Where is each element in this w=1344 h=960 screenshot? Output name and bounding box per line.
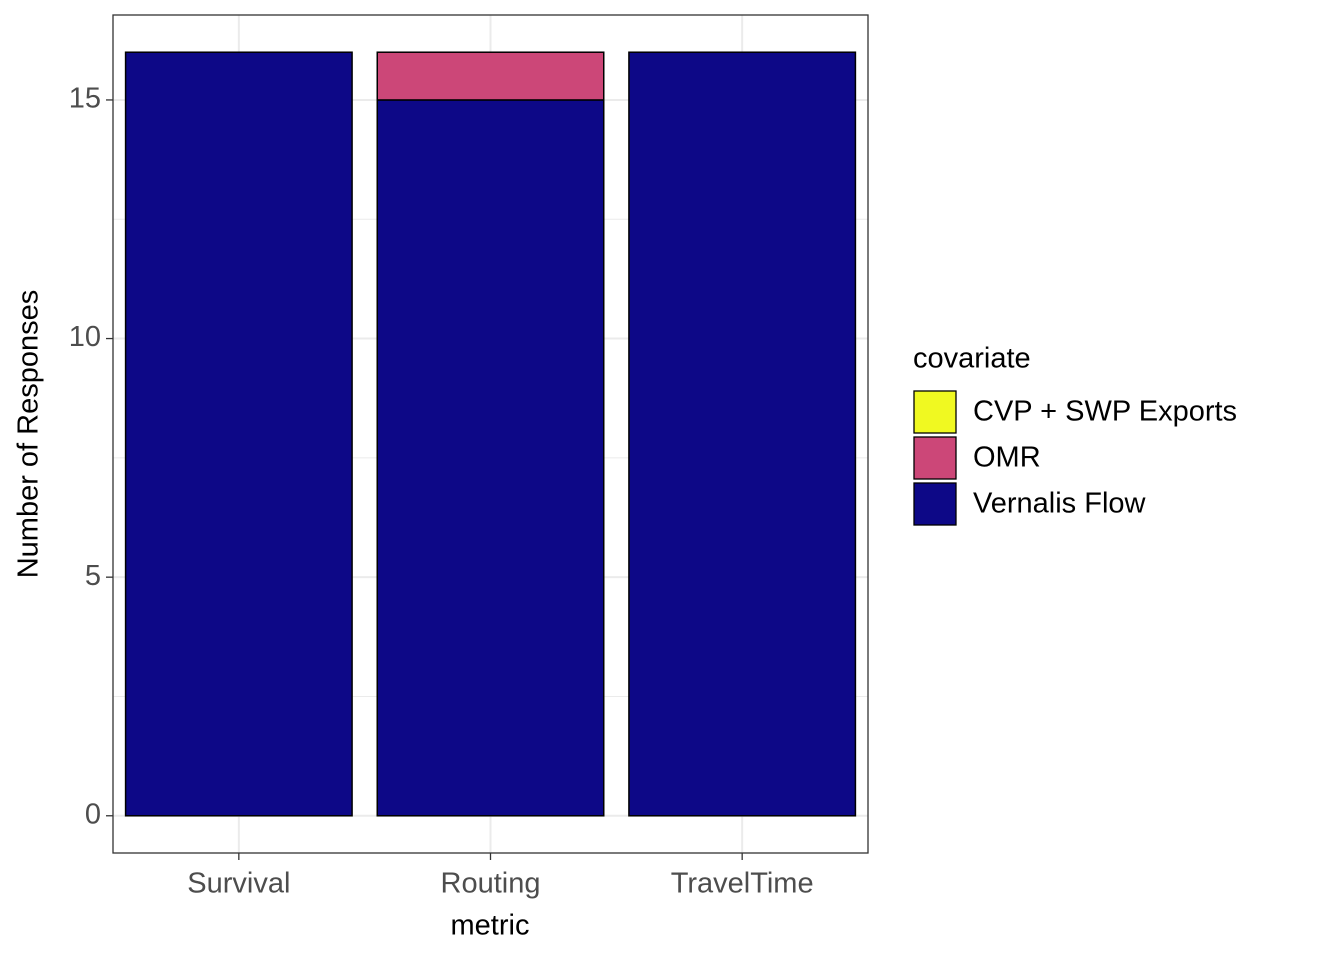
legend-label: OMR [973, 442, 1041, 474]
y-tick-label: 15 [69, 83, 101, 115]
x-axis-title: metric [451, 910, 530, 942]
bar-segment [376, 51, 605, 101]
y-tick-label: 0 [85, 798, 101, 830]
legend-title: covariate [913, 343, 1031, 375]
x-tick-label: Survival [187, 868, 290, 900]
y-axis-title: Number of Responses [13, 290, 45, 579]
bar-segment [628, 51, 857, 817]
axes: 0 5 10 15 Survival Routing TravelTime [69, 83, 814, 900]
legend-label: Vernalis Flow [973, 488, 1147, 520]
legend-key [913, 390, 957, 434]
x-tick-label: TravelTime [671, 868, 814, 900]
bar-segment [376, 99, 605, 817]
y-tick-label: 10 [69, 321, 101, 353]
legend-label: CVP + SWP Exports [973, 396, 1237, 428]
y-tick-label: 5 [85, 560, 101, 592]
bar-segment [124, 51, 353, 817]
x-tick-label: Routing [441, 868, 541, 900]
legend-key [913, 436, 957, 480]
legend: CVP + SWP Exports OMR Vernalis Flow [913, 390, 1237, 526]
legend-key [913, 482, 957, 526]
bars [124, 51, 857, 817]
